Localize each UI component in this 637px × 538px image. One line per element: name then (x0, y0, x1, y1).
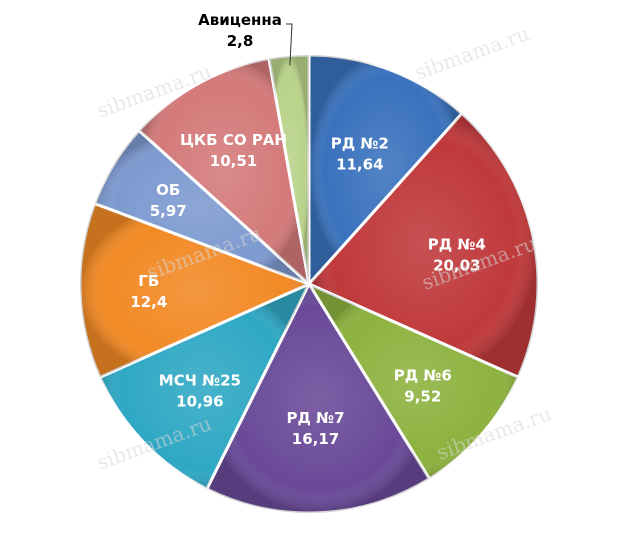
pie-slice-shading-2 (309, 113, 539, 378)
slice-value-label: 9,52 (404, 388, 441, 406)
slice-value-label: 11,64 (336, 155, 383, 173)
pie-slices (78, 53, 540, 515)
slice-value-label: 2,8 (227, 32, 254, 50)
slice-category-label: РД №2 (331, 134, 389, 152)
slice-value-label: 16,17 (292, 430, 339, 448)
watermark-text: sibmama.ru (412, 21, 533, 85)
slice-category-label: Авиценна (198, 11, 282, 29)
slice-category-label: ЦКБ СО РАН (180, 131, 287, 149)
slice-category-label: ГБ (138, 272, 159, 290)
pie-labels: РД №2 11,64 РД №4 20,03 РД №6 9,52 РД №7 16,17 М… (130, 11, 486, 448)
pie-slice-shading-4 (206, 284, 430, 514)
pie-slice-shading-7 (94, 130, 309, 284)
pie-slice-shading-5 (99, 284, 309, 489)
pie-slice-shading-6 (80, 203, 309, 378)
slice-value-label: 10,51 (210, 152, 257, 170)
pie-slice-shading-8 (139, 58, 309, 284)
slice-value-label: 5,97 (150, 202, 187, 220)
slice-value-label: 12,4 (130, 293, 167, 311)
pie-slice-shading-9 (268, 55, 309, 284)
pie-slice-shading-3 (309, 284, 519, 479)
slice-value-label: 20,03 (433, 257, 480, 275)
label-leader-line (286, 23, 293, 66)
slice-category-label: РД №6 (394, 367, 452, 385)
slice-category-label: ОБ (156, 181, 180, 199)
pie-slice-shading-1 (309, 55, 462, 284)
slice-category-label: РД №4 (428, 236, 486, 254)
slice-value-label: 10,96 (176, 393, 223, 411)
slice-category-label: РД №7 (286, 409, 344, 427)
slice-category-label: МСЧ №25 (159, 372, 241, 390)
